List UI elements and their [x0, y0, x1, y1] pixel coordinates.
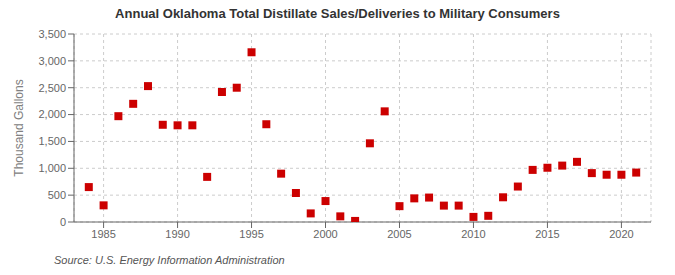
svg-text:0: 0 — [60, 216, 66, 228]
svg-text:3,000: 3,000 — [38, 55, 66, 67]
svg-text:1985: 1985 — [91, 228, 115, 240]
svg-text:500: 500 — [48, 189, 66, 201]
svg-text:1,500: 1,500 — [38, 135, 66, 147]
svg-text:2005: 2005 — [387, 228, 411, 240]
svg-text:2010: 2010 — [461, 228, 485, 240]
svg-text:2000: 2000 — [313, 228, 337, 240]
svg-text:2,000: 2,000 — [38, 108, 66, 120]
svg-text:1990: 1990 — [165, 228, 189, 240]
html-text:Source: U.S. Energy Informatio: Source: U.S. Energy Information Administ… — [54, 254, 285, 266]
svg-text:2020: 2020 — [609, 228, 633, 240]
svg-text:1,000: 1,000 — [38, 162, 66, 174]
svg-text:2015: 2015 — [535, 228, 559, 240]
svg-text:3,500: 3,500 — [38, 28, 66, 40]
svg-text:Thousand Gallons: Thousand Gallons — [12, 79, 26, 176]
html-text:Annual Oklahoma Total Distilla: Annual Oklahoma Total Distillate Sales/D… — [115, 6, 560, 21]
svg-text:1995: 1995 — [239, 228, 263, 240]
svg-text:2,500: 2,500 — [38, 82, 66, 94]
